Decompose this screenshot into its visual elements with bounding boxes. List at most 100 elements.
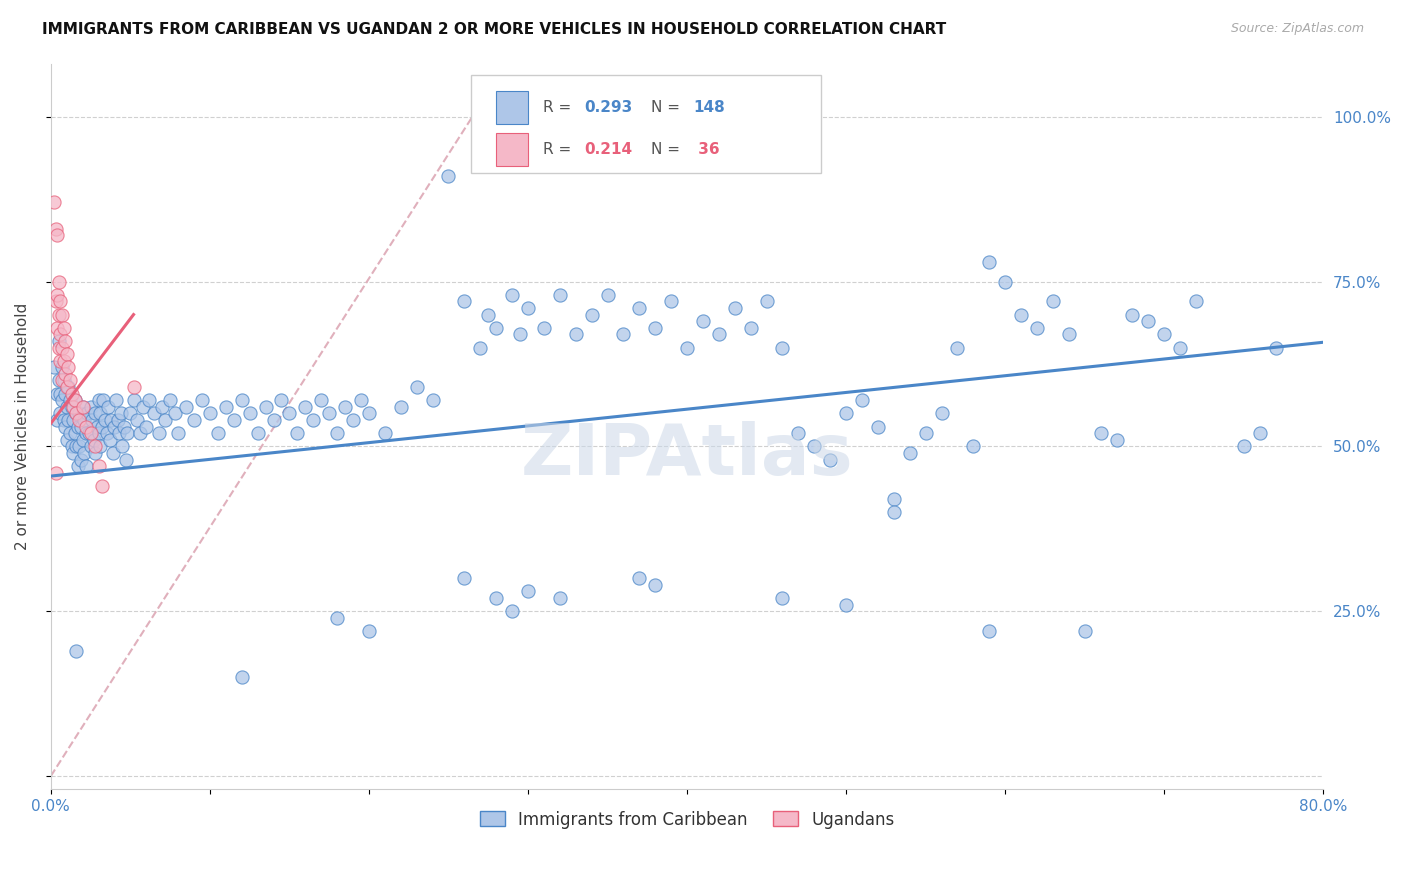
Point: [143, 407, 166, 421]
Point: [1137, 314, 1160, 328]
Point: [198, 407, 221, 421]
Point: [59, 426, 82, 441]
Point: [724, 301, 747, 315]
Point: [48, 341, 70, 355]
Text: Source: ZipAtlas.com: Source: ZipAtlas.com: [1230, 22, 1364, 36]
Point: [676, 341, 699, 355]
Point: [287, 426, 309, 441]
Point: [1264, 341, 1286, 355]
Point: [73, 446, 96, 460]
Text: R =: R =: [543, 142, 576, 157]
Point: [1090, 426, 1112, 441]
Point: [103, 419, 125, 434]
Point: [59, 374, 82, 388]
Point: [231, 670, 253, 684]
Point: [84, 446, 107, 460]
Point: [155, 413, 177, 427]
Point: [42, 195, 65, 210]
Point: [1026, 320, 1049, 334]
Point: [66, 419, 89, 434]
Point: [270, 393, 292, 408]
Point: [692, 314, 714, 328]
Point: [49, 353, 72, 368]
Point: [254, 400, 277, 414]
Point: [318, 407, 340, 421]
Text: ZIPAtlas: ZIPAtlas: [520, 421, 853, 490]
Point: [59, 393, 82, 408]
Point: [533, 320, 555, 334]
Point: [818, 452, 841, 467]
Point: [60, 439, 83, 453]
FancyBboxPatch shape: [471, 75, 821, 173]
Point: [65, 439, 87, 453]
Text: N =: N =: [651, 100, 685, 115]
Point: [55, 400, 77, 414]
Point: [342, 413, 364, 427]
Point: [191, 393, 214, 408]
Point: [89, 439, 111, 453]
Text: 0.293: 0.293: [583, 100, 633, 115]
Point: [707, 327, 730, 342]
Point: [389, 400, 412, 414]
Text: 148: 148: [693, 100, 725, 115]
Point: [148, 426, 170, 441]
Point: [48, 308, 70, 322]
Text: N =: N =: [651, 142, 685, 157]
Point: [1249, 426, 1271, 441]
Y-axis label: 2 or more Vehicles in Household: 2 or more Vehicles in Household: [15, 303, 30, 550]
Point: [79, 400, 101, 414]
Point: [183, 413, 205, 427]
Point: [994, 275, 1017, 289]
Point: [87, 393, 110, 408]
Point: [979, 624, 1001, 638]
Point: [72, 400, 94, 414]
Point: [111, 439, 134, 453]
Point: [70, 419, 93, 434]
Point: [1057, 327, 1080, 342]
Point: [69, 407, 91, 421]
Point: [125, 413, 148, 427]
Point: [70, 452, 93, 467]
Point: [239, 407, 262, 421]
Point: [628, 571, 651, 585]
Text: IMMIGRANTS FROM CARIBBEAN VS UGANDAN 2 OR MORE VEHICLES IN HOUSEHOLD CORRELATION: IMMIGRANTS FROM CARIBBEAN VS UGANDAN 2 O…: [42, 22, 946, 37]
Text: R =: R =: [543, 100, 576, 115]
Point: [75, 459, 97, 474]
Point: [470, 341, 492, 355]
Point: [135, 419, 157, 434]
Point: [851, 393, 873, 408]
Point: [946, 341, 969, 355]
Point: [58, 413, 80, 427]
Point: [374, 426, 396, 441]
Point: [835, 598, 858, 612]
Point: [115, 426, 138, 441]
Point: [350, 393, 373, 408]
Point: [58, 380, 80, 394]
Point: [52, 353, 75, 368]
FancyBboxPatch shape: [496, 133, 529, 166]
Point: [45, 222, 67, 236]
Point: [278, 407, 301, 421]
Point: [76, 407, 98, 421]
Point: [302, 413, 325, 427]
Point: [65, 644, 87, 658]
Point: [1010, 308, 1032, 322]
Point: [65, 407, 87, 421]
Point: [803, 439, 825, 453]
Point: [122, 380, 145, 394]
Point: [42, 360, 65, 375]
Point: [69, 439, 91, 453]
Point: [1233, 439, 1256, 453]
Point: [45, 294, 67, 309]
Point: [883, 492, 905, 507]
Point: [333, 400, 356, 414]
Point: [517, 584, 540, 599]
Point: [91, 393, 114, 408]
Point: [100, 413, 122, 427]
Point: [97, 400, 120, 414]
Point: [51, 374, 73, 388]
Point: [581, 308, 603, 322]
Point: [96, 426, 118, 441]
Point: [46, 413, 69, 427]
Point: [122, 393, 145, 408]
